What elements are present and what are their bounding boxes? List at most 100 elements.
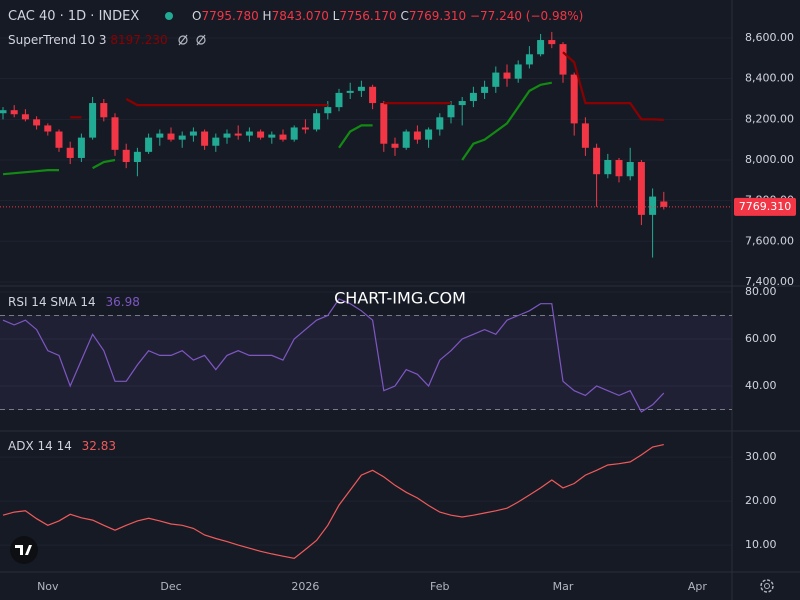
x-tick-label: 2026 [291,580,319,593]
candle-body [33,119,41,126]
header: CAC 40 · 1D · INDEX [8,9,139,24]
candle-body [481,86,489,93]
candle-body [77,137,85,158]
candle-body [133,151,141,163]
ohlc-value: 7795.780 [201,9,258,23]
candle-body [313,113,321,130]
x-tick-label: Dec [160,580,181,593]
logo [10,536,38,564]
candle-body [234,133,242,136]
candle-body [548,40,556,45]
candle-body [324,107,332,114]
candle-body [44,125,52,132]
adx-legend: ADX 14 14 32.83 [8,439,116,453]
candle-body [201,131,209,146]
rsi-label: RSI 14 SMA 14 [8,295,96,309]
candle-body [290,127,298,140]
visibility-icons[interactable] [178,34,206,46]
y-tick-label: 8,400.00 [745,72,794,85]
last-price-tag [734,197,796,216]
candle-body [89,103,97,138]
ohlc: O7795.780 H7843.070 L7756.170 C7769.310 … [192,9,583,23]
candle-body [649,196,657,215]
candle-body [100,103,108,118]
candle-body [212,137,220,146]
candle-body [156,133,164,138]
candle-body [615,159,623,177]
candle-body [492,72,500,87]
ohlc-key: C [400,9,408,23]
candle-body [55,131,63,148]
status-dot [165,12,173,20]
candle-body [346,90,354,93]
adx-value: 32.83 [82,439,116,453]
rsi-legend: RSI 14 SMA 14 36.98 [8,295,140,309]
indicator-legend: SuperTrend 10 3 8197.230 [8,33,168,47]
x-tick-label: Nov [37,580,59,593]
indicator-line [2,298,665,413]
watermark: CHART-IMG.COM [334,289,466,308]
last-price-label: 7769.310 [739,200,792,213]
candle-body [369,86,377,104]
change: −77.240 (−0.98%) [470,9,583,23]
grid-layer [0,37,732,546]
candle-body [626,162,634,177]
candle-body [637,162,645,215]
candle-body [257,131,265,138]
candle-body [402,131,410,148]
y-tick-label: 7,400.00 [745,275,794,288]
candle-body [268,134,276,138]
candle-body [223,133,231,138]
candle-body [391,143,399,148]
candle-body [537,40,545,55]
candle-body [413,131,421,140]
rsi-band-fill [0,315,732,410]
candle-body [447,105,455,118]
y-tick-label: 8,600.00 [745,31,794,44]
symbol: CAC 40 · 1D · INDEX [8,9,139,24]
candle-body [559,44,567,75]
ohlc-value: 7769.310 [409,9,466,23]
indicator-line [2,444,664,560]
y-tick-label: 20.00 [745,494,777,507]
indicator-value: 8197.230 [110,33,167,47]
supertrend-line [2,81,553,176]
candle-body [514,64,522,79]
candle-body [525,54,533,65]
candle-body [21,114,29,120]
candle-body [66,147,74,158]
y-tick-label: 40.00 [745,379,777,392]
adx-label: ADX 14 14 [8,439,72,453]
candle-body [604,159,612,175]
rsi-value: 36.98 [105,295,139,309]
ohlc-key: O [192,9,201,23]
candle-body [189,131,197,136]
candle-body [122,149,130,163]
candle-body [469,92,477,102]
candle-body [458,101,466,106]
candle-body [581,123,589,148]
candle-body [570,74,578,124]
candle-body [425,129,433,140]
y-tick-label: 10.00 [745,538,777,551]
candle-body [178,135,186,140]
ohlc-key: H [263,9,272,23]
y-tick-label: 60.00 [745,332,777,345]
candle-body [10,110,18,115]
candle-body [335,92,343,108]
candle-body [0,110,7,114]
candle-body [245,131,253,136]
y-tick-label: 7,600.00 [745,234,794,247]
candle-body [301,127,309,130]
supertrend-line [70,51,664,121]
x-tick-label: Apr [688,580,708,593]
candle-body [111,117,119,150]
y-tick-label: 8,200.00 [745,112,794,125]
candle-body [436,117,444,130]
candle-body [593,147,601,175]
settings-icon[interactable] [760,579,774,593]
candle-body [357,86,365,91]
x-tick-label: Mar [553,580,574,593]
